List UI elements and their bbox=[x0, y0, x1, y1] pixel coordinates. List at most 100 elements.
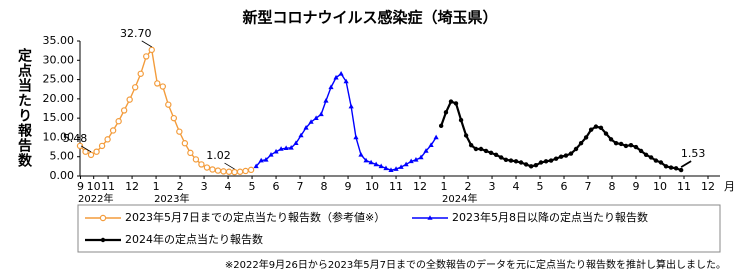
data-point bbox=[126, 96, 133, 103]
data-point bbox=[578, 141, 584, 146]
data-point bbox=[308, 119, 314, 124]
x-tick-label: 3 bbox=[201, 180, 208, 193]
data-point bbox=[678, 167, 684, 173]
data-point bbox=[398, 164, 404, 169]
legend-label: 2023年5月8日以降の定点当たり報告数 bbox=[452, 210, 648, 224]
data-point bbox=[653, 158, 659, 163]
data-point bbox=[478, 146, 484, 152]
y-tick-label: 0.00 bbox=[50, 169, 75, 182]
x-tick-label: 11 bbox=[389, 180, 403, 193]
data-point bbox=[323, 97, 329, 103]
data-point bbox=[573, 146, 579, 152]
data-point bbox=[363, 157, 369, 163]
x-tick-label: 11 bbox=[677, 180, 691, 193]
data-point bbox=[82, 148, 89, 155]
data-point bbox=[413, 157, 419, 162]
data-point bbox=[148, 46, 155, 54]
data-point bbox=[293, 140, 299, 146]
legend-marker bbox=[100, 237, 106, 243]
data-point bbox=[428, 142, 434, 147]
x-tick-label: 12 bbox=[701, 180, 715, 193]
x-tick-label: 7 bbox=[585, 180, 592, 193]
data-point bbox=[353, 134, 359, 140]
x-tick-label: 12 bbox=[125, 180, 139, 193]
year-label: 2024年 bbox=[442, 192, 477, 205]
x-tick-label: 10 bbox=[653, 180, 667, 193]
y-tick-label: 25.00 bbox=[43, 73, 75, 86]
data-point bbox=[236, 168, 244, 175]
value-label: 1.02 bbox=[206, 149, 231, 162]
data-point bbox=[658, 160, 664, 165]
data-point bbox=[433, 134, 439, 140]
data-point bbox=[143, 53, 150, 60]
data-point bbox=[170, 114, 178, 122]
data-point bbox=[214, 167, 222, 174]
data-point bbox=[109, 127, 117, 134]
data-point bbox=[120, 107, 128, 114]
data-point bbox=[253, 163, 259, 169]
data-point bbox=[383, 165, 389, 171]
data-point bbox=[154, 80, 161, 87]
data-point bbox=[278, 146, 284, 151]
data-point bbox=[498, 155, 504, 160]
x-tick-label: 3 bbox=[489, 180, 496, 193]
data-point bbox=[538, 160, 544, 165]
data-point bbox=[403, 161, 409, 167]
y-tick-label: 10.00 bbox=[43, 130, 75, 143]
value-label: 5.48 bbox=[63, 132, 88, 145]
data-point bbox=[313, 115, 319, 120]
x-tick-label: 6 bbox=[561, 180, 568, 193]
data-point bbox=[638, 148, 644, 154]
year-label: 2023年 bbox=[154, 192, 189, 205]
data-point bbox=[603, 131, 609, 136]
data-point bbox=[628, 142, 634, 148]
data-point bbox=[558, 154, 564, 159]
data-point bbox=[528, 164, 534, 169]
data-point bbox=[518, 160, 524, 165]
series-line bbox=[255, 72, 437, 171]
x-tick-label: 6 bbox=[273, 180, 280, 193]
data-point bbox=[663, 164, 669, 169]
data-point bbox=[247, 166, 255, 174]
data-point bbox=[231, 168, 238, 176]
year-label: 2022年 bbox=[78, 192, 113, 205]
data-point bbox=[187, 149, 194, 157]
label-leader bbox=[141, 40, 152, 48]
data-point bbox=[303, 124, 309, 130]
data-point bbox=[468, 142, 474, 148]
data-point bbox=[93, 148, 100, 155]
data-point bbox=[338, 70, 344, 76]
label-leader bbox=[680, 160, 692, 168]
data-point bbox=[513, 159, 519, 164]
chart-title: 新型コロナウイルス感染症（埼玉県） bbox=[242, 9, 497, 27]
x-tick-label: 9 bbox=[633, 180, 640, 193]
data-point bbox=[159, 83, 166, 90]
x-tick-label: 10 bbox=[87, 180, 101, 193]
label-leader bbox=[224, 162, 235, 170]
data-point bbox=[483, 148, 489, 154]
data-point bbox=[209, 166, 216, 173]
data-point bbox=[268, 151, 274, 157]
data-point bbox=[648, 155, 654, 160]
data-point bbox=[588, 127, 594, 132]
data-point bbox=[443, 110, 449, 115]
legend-marker bbox=[427, 215, 433, 220]
label-leader bbox=[80, 145, 92, 153]
data-point bbox=[448, 99, 454, 104]
x-tick-label: 8 bbox=[609, 180, 616, 193]
y-tick-label: 30.00 bbox=[43, 53, 75, 66]
data-point bbox=[242, 167, 249, 175]
data-point bbox=[453, 101, 459, 106]
x-tick-label: 4 bbox=[513, 180, 520, 193]
data-point bbox=[298, 132, 304, 138]
data-point bbox=[508, 158, 514, 163]
data-point bbox=[348, 103, 354, 109]
data-point bbox=[198, 161, 205, 168]
x-tick-label: 12 bbox=[413, 180, 427, 193]
data-point bbox=[328, 84, 334, 90]
data-point bbox=[98, 142, 106, 150]
value-label: 1.53 bbox=[681, 147, 706, 160]
x-tick-label: 2 bbox=[465, 180, 472, 193]
data-point bbox=[533, 163, 539, 168]
